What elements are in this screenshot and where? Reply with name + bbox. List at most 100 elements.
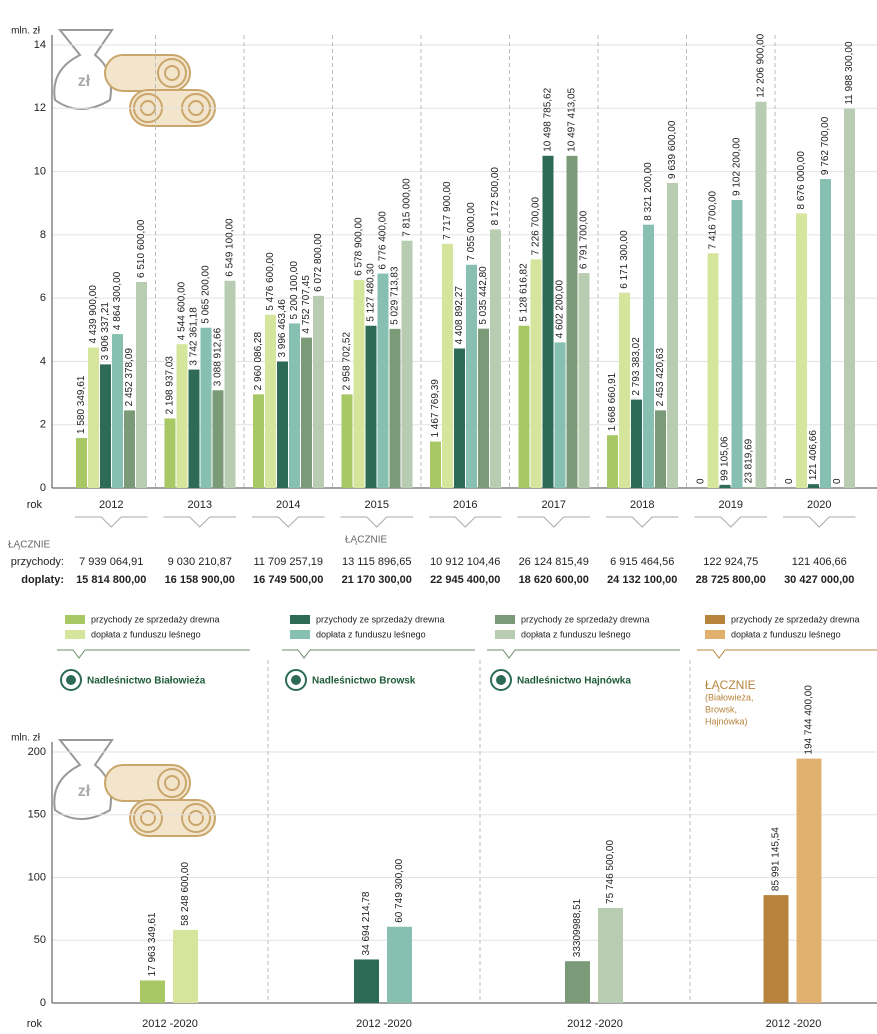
legend-swatch bbox=[705, 630, 725, 639]
bar bbox=[731, 199, 743, 488]
legend-logo bbox=[291, 675, 301, 685]
legend-label: dopłata z funduszu leśnego bbox=[731, 629, 841, 639]
bar bbox=[224, 280, 236, 488]
x-tick-label: 2020 bbox=[807, 499, 831, 511]
icon-label: zł bbox=[78, 783, 91, 800]
legend-title: Nadleśnictwo Hajnówka bbox=[517, 676, 631, 687]
year-bracket bbox=[606, 516, 679, 528]
legend-title: ŁĄCZNIE bbox=[705, 678, 756, 692]
bar bbox=[301, 337, 312, 488]
value-label: 9 639 600,00 bbox=[667, 120, 678, 179]
bar bbox=[140, 980, 165, 1003]
legend-note: (Białowieża, bbox=[705, 692, 754, 702]
value-label: 5 029 713,83 bbox=[390, 266, 401, 325]
value-label: 12 206 900,00 bbox=[756, 33, 767, 97]
totals-row-label: przychody: bbox=[11, 556, 64, 568]
bar bbox=[454, 348, 465, 488]
x-axis-label: rok bbox=[27, 1018, 43, 1030]
legend-label: dopłata z funduszu leśnego bbox=[91, 629, 201, 639]
bar bbox=[112, 334, 123, 488]
legend-swatch bbox=[495, 615, 515, 624]
bar bbox=[530, 259, 542, 488]
bar bbox=[442, 243, 453, 488]
value-label: 2 452 378,09 bbox=[124, 348, 135, 407]
legend-rule bbox=[697, 649, 877, 659]
value-label: 7 815 000,00 bbox=[402, 178, 413, 237]
bar bbox=[565, 961, 590, 1003]
value-label: 3 996 463,46 bbox=[277, 299, 288, 358]
year-bracket bbox=[517, 516, 590, 528]
y-tick-label: 150 bbox=[28, 809, 46, 821]
bar bbox=[844, 108, 855, 488]
legend-logo bbox=[66, 675, 76, 685]
bar bbox=[430, 441, 441, 488]
legend-title: Nadleśnictwo Białowieża bbox=[87, 676, 206, 687]
legend-rule bbox=[487, 649, 680, 659]
value-label: 6 578 900,00 bbox=[354, 217, 365, 276]
legend-label: dopłata z funduszu leśnego bbox=[316, 629, 426, 639]
total-value: 122 924,75 bbox=[703, 556, 758, 568]
legend-swatch bbox=[65, 630, 85, 639]
total-value: 26 124 815,49 bbox=[519, 556, 589, 568]
y-tick-label: 14 bbox=[34, 39, 46, 51]
bar bbox=[124, 410, 135, 488]
legend-swatch bbox=[495, 630, 515, 639]
bar bbox=[763, 895, 789, 1003]
legend-swatch bbox=[65, 615, 85, 624]
total-value: 11 709 257,19 bbox=[253, 556, 323, 568]
value-label: 3 742 361,18 bbox=[189, 307, 200, 366]
bar bbox=[554, 342, 566, 488]
total-value: 10 912 104,46 bbox=[430, 556, 500, 568]
year-bracket bbox=[340, 516, 413, 528]
legend-title: Nadleśnictwo Browsk bbox=[312, 676, 416, 687]
value-label: 8 676 000,00 bbox=[796, 151, 807, 210]
bar bbox=[76, 437, 87, 488]
y-tick-label: 100 bbox=[28, 871, 46, 883]
bar bbox=[164, 418, 176, 488]
bar bbox=[707, 253, 719, 488]
bar bbox=[341, 394, 353, 488]
legend-swatch bbox=[290, 615, 310, 624]
value-label: 6 776 400,00 bbox=[378, 211, 389, 270]
value-label: 8 321 200,00 bbox=[643, 162, 654, 221]
bar bbox=[796, 758, 822, 1003]
bar bbox=[200, 327, 212, 488]
bar bbox=[387, 926, 412, 1003]
totals-title: ŁĄCZNIE bbox=[8, 540, 51, 551]
totals-row-label: doplaty: bbox=[21, 574, 64, 586]
value-label: 17 963 349,61 bbox=[147, 912, 158, 976]
total-value: 121 406,66 bbox=[792, 556, 847, 568]
y-axis-label: mln. zł bbox=[11, 733, 41, 744]
x-tick-label: 2012 -2020 bbox=[356, 1018, 412, 1030]
x-tick-label: 2018 bbox=[630, 499, 654, 511]
total-value: 15 814 800,00 bbox=[76, 574, 146, 586]
value-label: 4 602 200,00 bbox=[555, 280, 566, 339]
bar bbox=[289, 323, 300, 488]
bar bbox=[253, 394, 264, 488]
year-bracket bbox=[75, 516, 148, 528]
bar bbox=[354, 959, 379, 1003]
total-value: 18 620 600,00 bbox=[519, 574, 589, 586]
bar bbox=[598, 907, 623, 1003]
bar bbox=[88, 347, 99, 488]
total-value: 28 725 800,00 bbox=[696, 574, 766, 586]
bar bbox=[518, 325, 530, 488]
bar bbox=[277, 361, 288, 488]
bar bbox=[542, 155, 554, 488]
total-value: 9 030 210,87 bbox=[168, 556, 232, 568]
value-label: 9 762 700,00 bbox=[820, 116, 831, 175]
legend-label: przychody ze sprzedaży drewna bbox=[91, 614, 220, 624]
bar bbox=[578, 273, 590, 488]
y-tick-label: 200 bbox=[28, 746, 46, 758]
x-tick-label: 2012 bbox=[99, 499, 123, 511]
value-label: 2 793 383,02 bbox=[631, 337, 642, 396]
value-label: 33309988,51 bbox=[572, 898, 583, 957]
legend-note: Hajnówka) bbox=[705, 716, 748, 726]
value-label: 7 226 700,00 bbox=[531, 196, 542, 255]
value-label: 4 544 600,00 bbox=[177, 281, 188, 340]
value-label: 2 960 086,28 bbox=[253, 332, 264, 391]
y-tick-label: 10 bbox=[34, 165, 46, 177]
year-bracket bbox=[163, 516, 236, 528]
value-label: 9 102 200,00 bbox=[732, 137, 743, 196]
bar bbox=[466, 264, 477, 488]
